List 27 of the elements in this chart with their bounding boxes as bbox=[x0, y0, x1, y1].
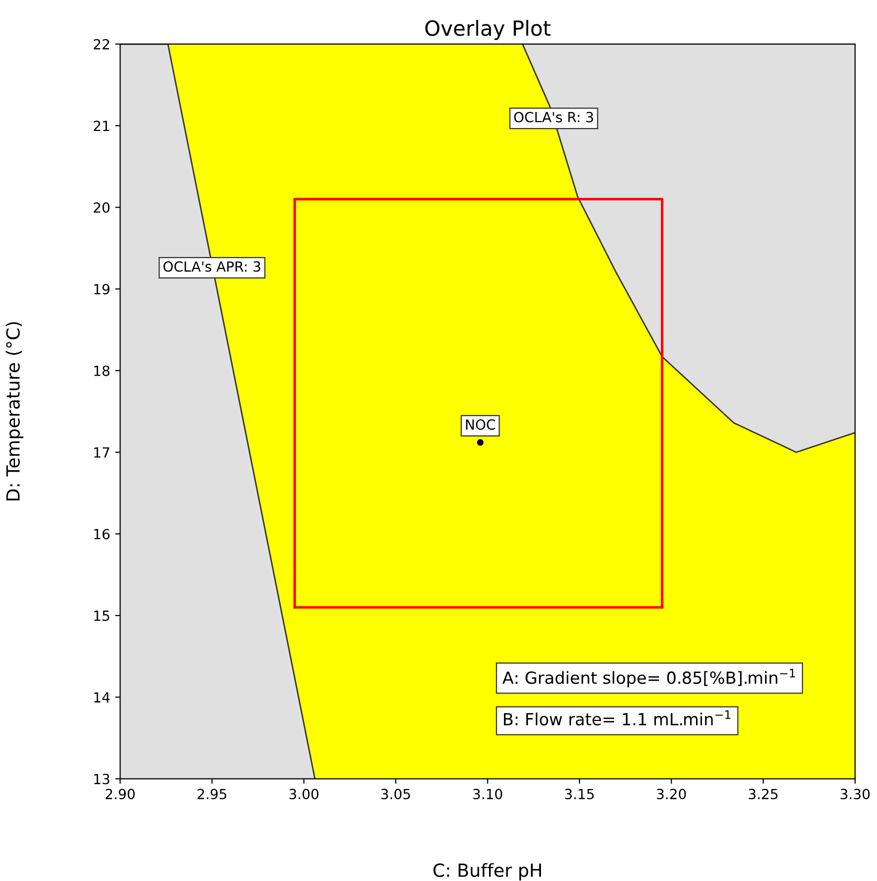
y-tick-label: 13 bbox=[94, 774, 110, 784]
x-tick-label: 3.25 bbox=[748, 788, 778, 800]
x-axis-title: C: Buffer pH bbox=[433, 863, 541, 881]
x-tick-label: 3.00 bbox=[289, 788, 318, 800]
y-tick-label: 15 bbox=[94, 610, 110, 621]
x-tick-label: 2.95 bbox=[198, 788, 226, 800]
y-tick-label: 17 bbox=[94, 447, 110, 458]
y-tick-label: 21 bbox=[94, 120, 110, 131]
annotation: OCLA's APR: 3 bbox=[163, 261, 260, 272]
annotation: OCLA's R: 3 bbox=[514, 112, 594, 122]
y-tick-label: 18 bbox=[94, 366, 110, 376]
x-tick-label: 3.15 bbox=[565, 788, 594, 800]
y-tick-label: 20 bbox=[94, 202, 110, 213]
x-tick-label: 3.20 bbox=[656, 788, 686, 800]
y-tick-label: 16 bbox=[94, 528, 110, 540]
x-tick-label: 3.30 bbox=[840, 788, 870, 800]
x-tick-label: 2.90 bbox=[106, 788, 135, 800]
annotation: B: Flow rate= 1.1 mL.min$^{−1}$ bbox=[504, 710, 730, 726]
y-tick-label: 19 bbox=[94, 284, 110, 294]
y-tick-label: 22 bbox=[94, 39, 110, 50]
x-tick-label: 3.05 bbox=[381, 788, 410, 800]
y-tick-label: 14 bbox=[94, 692, 110, 702]
annotation: NOC bbox=[466, 419, 496, 430]
x-tick-label: 3.10 bbox=[473, 788, 502, 800]
annotation: A: Gradient slope= 0.85[%B].min$^{−1}$ bbox=[502, 668, 795, 688]
chart-title: Overlay Plot bbox=[425, 20, 551, 40]
y-axis-title: D: Temperature (°C) bbox=[6, 322, 24, 500]
